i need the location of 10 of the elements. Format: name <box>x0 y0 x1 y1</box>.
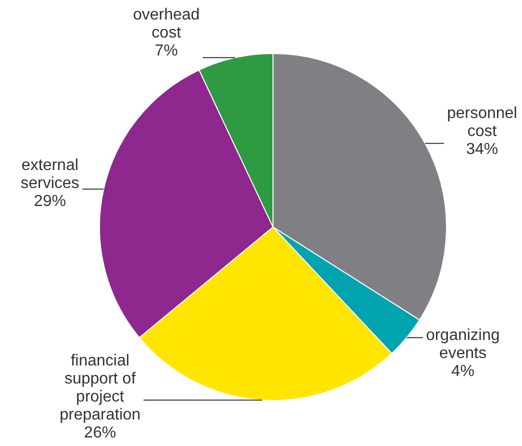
slice-label: organizing events <box>426 326 500 362</box>
slice-label: personnel cost <box>446 104 518 140</box>
data-label: 26% <box>84 424 116 442</box>
slice-label: external services <box>20 157 80 192</box>
data-label: 34% <box>466 140 498 158</box>
data-label: 7% <box>154 42 178 60</box>
slice-label: financial support of project preparation <box>60 352 141 424</box>
slice-label: overhead cost <box>132 6 200 42</box>
data-label: 4% <box>451 362 474 380</box>
data-label: 29% <box>34 193 66 210</box>
